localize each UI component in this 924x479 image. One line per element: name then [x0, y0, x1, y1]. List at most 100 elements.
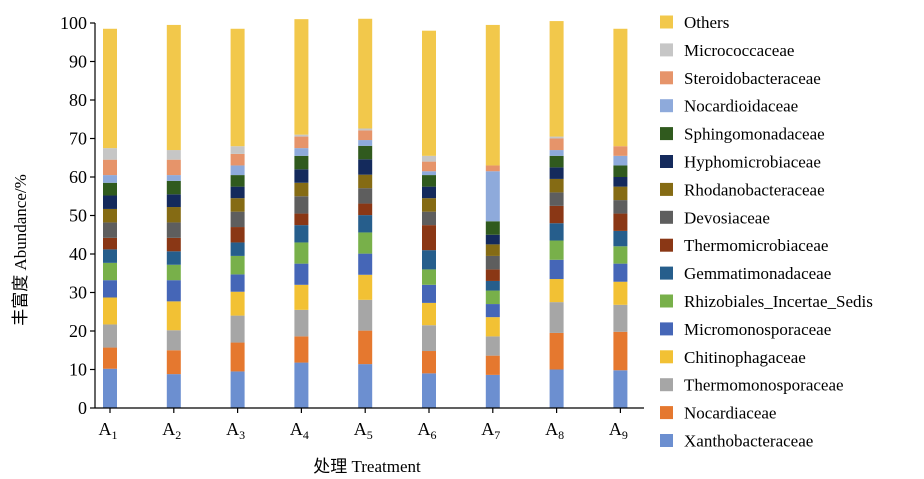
bar-segment-nocardioidaceae-1	[103, 175, 117, 183]
bar-segment-devosiaceae-8	[549, 192, 564, 206]
bar-segment-thermomicrobiaceae-4	[294, 213, 309, 226]
bar-segment-rhizobiales-incertae-sedis-2	[166, 264, 181, 281]
y-tick-label: 70	[69, 129, 87, 149]
bar-segment-xanthobacteraceae-3	[230, 371, 245, 408]
bar-segment-rhodanobacteraceae-7	[485, 244, 500, 256]
bar-segment-rhizobiales-incertae-sedis-6	[422, 269, 436, 285]
bar-segment-chitinophagaceae-9	[613, 281, 628, 305]
bar-segment-thermomonosporaceae-2	[166, 330, 181, 351]
bar-segment-steroidobacteraceae-3	[230, 153, 245, 166]
y-tick-label: 60	[69, 167, 87, 187]
bar-segment-rhodanobacteraceae-3	[230, 198, 245, 212]
legend-label-nocardioidaceae: Nocardioidaceae	[684, 97, 798, 116]
bar-segment-micrococcaceae-4	[294, 134, 309, 137]
bar-segment-xanthobacteraceae-5	[358, 364, 373, 408]
bar-segment-gemmatimonadaceae-7	[485, 280, 500, 291]
bar-segment-xanthobacteraceae-8	[549, 369, 564, 408]
legend-swatch-chitinophagaceae	[660, 350, 673, 364]
bar-segment-thermomonosporaceae-4	[294, 309, 309, 337]
bar-segment-rhizobiales-incertae-sedis-3	[230, 255, 245, 275]
bar-segment-steroidobacteraceae-8	[549, 138, 564, 151]
legend-swatch-micrococcaceae	[660, 43, 673, 57]
legend-swatch-xanthobacteraceae	[660, 434, 673, 447]
bar-segment-nocardiaceae-3	[230, 342, 245, 372]
bar-segment-micromonosporaceae-6	[422, 284, 436, 303]
bar-segment-micrococcaceae-8	[549, 136, 564, 139]
bar-segment-devosiaceae-6	[422, 211, 436, 226]
bar-segment-micromonosporaceae-5	[358, 253, 373, 275]
legend-swatch-micromonosporaceae	[660, 322, 673, 336]
bar-segment-nocardioidaceae-7	[485, 171, 500, 222]
legend-label-chitinophagaceae: Chitinophagaceae	[684, 348, 806, 367]
bar-segment-xanthobacteraceae-4	[294, 362, 309, 408]
y-tick-label: 100	[60, 13, 87, 33]
bar-segment-sphingomonadaceae-8	[549, 155, 564, 168]
y-tick-label: 50	[69, 206, 87, 226]
legend-label-hyphomicrobiaceae: Hyphomicrobiaceae	[684, 153, 821, 172]
bar-segment-micrococcaceae-5	[358, 128, 373, 131]
bar-segment-steroidobacteraceae-9	[613, 146, 628, 156]
bar-segment-sphingomonadaceae-4	[294, 155, 309, 170]
x-tick-label-A4: A4	[290, 419, 309, 442]
bar-segment-steroidobacteraceae-7	[485, 165, 500, 172]
legend-label-nocardiaceae: Nocardiaceae	[684, 404, 776, 423]
bar-segment-micrococcaceae-2	[166, 150, 181, 160]
bar-segment-sphingomonadaceae-9	[613, 165, 628, 177]
legend-label-micromonosporaceae: Micromonosporaceae	[684, 320, 831, 339]
legend-label-rhizobiales-incertae-sedis: Rhizobiales_Incertae_Sedis	[684, 292, 873, 311]
bar-segment-rhizobiales-incertae-sedis-5	[358, 232, 373, 254]
bar-segment-others-7	[485, 24, 500, 166]
bar-segment-nocardiaceae-8	[549, 332, 564, 370]
legend-swatch-rhodanobacteraceae	[660, 182, 673, 196]
bar-segment-gemmatimonadaceae-9	[613, 230, 628, 247]
bar-segment-others-3	[230, 28, 245, 147]
bar-segment-gemmatimonadaceae-8	[549, 223, 564, 241]
bar-segment-thermomonosporaceae-7	[485, 336, 500, 356]
bar-segment-rhodanobacteraceae-4	[294, 182, 309, 197]
bar-segment-nocardioidaceae-5	[358, 140, 373, 146]
bar-segment-steroidobacteraceae-6	[422, 161, 436, 172]
bar-segment-others-6	[422, 30, 436, 156]
bar-segment-gemmatimonadaceae-4	[294, 225, 309, 243]
legend-swatch-devosiaceae	[660, 210, 673, 224]
bar-segment-chitinophagaceae-4	[294, 284, 309, 310]
bar-segment-nocardiaceae-7	[485, 355, 500, 375]
legend-swatch-nocardiaceae	[660, 406, 673, 420]
x-axis-label: 处理 Treatment	[313, 457, 421, 476]
bar-segment-micromonosporaceae-4	[294, 263, 309, 285]
bar-segment-hyphomicrobiaceae-5	[358, 159, 373, 175]
legend-label-steroidobacteraceae: Steroidobacteraceae	[684, 69, 821, 88]
bar-segment-others-9	[613, 28, 628, 147]
x-tick-label-A6: A6	[418, 419, 437, 442]
legend: Others Micrococcaceae Steroidobacteraceae N…	[660, 13, 873, 451]
legend-swatch-others	[660, 15, 673, 29]
bar-segment-thermomicrobiaceae-5	[358, 203, 373, 216]
bar-segment-nocardiaceae-5	[358, 330, 373, 365]
bar-segment-chitinophagaceae-8	[549, 279, 564, 303]
bar-segment-thermomicrobiaceae-8	[549, 205, 564, 224]
bar-segment-hyphomicrobiaceae-8	[549, 167, 564, 179]
y-axis-label: 丰富度 Abundance/%	[11, 174, 30, 326]
bar-segment-micromonosporaceae-9	[613, 263, 628, 282]
legend-label-sphingomonadaceae: Sphingomonadaceae	[684, 125, 825, 144]
bar-segment-sphingomonadaceae-3	[230, 175, 245, 187]
y-tick-label: 30	[69, 283, 87, 303]
bar-segment-nocardioidaceae-6	[422, 171, 436, 176]
bar-segment-rhodanobacteraceae-8	[549, 178, 564, 193]
bar-segment-nocardiaceae-2	[166, 350, 181, 375]
y-axis: 0 10 20 30 40 50 60 70 80 90 100	[60, 13, 96, 418]
legend-label-thermomicrobiaceae: Thermomicrobiaceae	[684, 236, 828, 255]
bar-segment-others-1	[103, 28, 117, 149]
bar-segment-others-5	[358, 18, 373, 129]
bar-segment-gemmatimonadaceae-1	[103, 249, 117, 263]
bar-segment-others-8	[549, 21, 564, 137]
bar-segment-sphingomonadaceae-2	[166, 180, 181, 195]
legend-swatch-gemmatimonadaceae	[660, 266, 673, 280]
legend-swatch-steroidobacteraceae	[660, 71, 673, 85]
bar-segment-micromonosporaceae-7	[485, 304, 500, 318]
bar-segment-devosiaceae-5	[358, 188, 373, 204]
bar-segment-micromonosporaceae-1	[103, 280, 117, 298]
legend-swatch-hyphomicrobiaceae	[660, 155, 673, 168]
bar-segment-xanthobacteraceae-9	[613, 370, 628, 408]
bar-segment-nocardiaceae-6	[422, 351, 436, 374]
